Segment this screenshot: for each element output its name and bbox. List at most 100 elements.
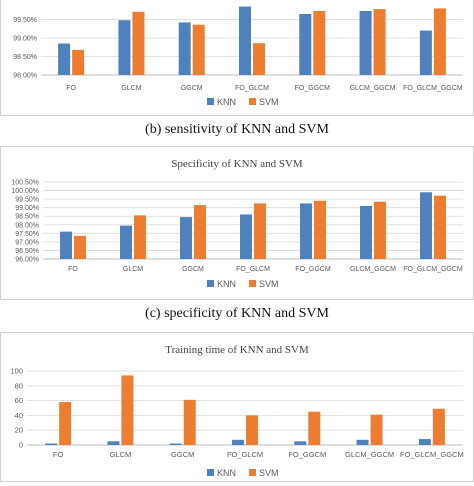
y-tick-label: 99.00%	[13, 36, 37, 43]
legend-swatch-knn	[207, 469, 214, 476]
legend-swatch-svm	[249, 280, 256, 287]
x-category-label: GLCM_GGCM	[350, 266, 396, 273]
y-tick-label: 97.50%	[15, 231, 39, 238]
bar-svm	[121, 375, 134, 445]
bar-svm	[246, 415, 258, 445]
chart-title: Specificity of KNN and SVM	[171, 158, 303, 170]
chart-specificity: Specificity of KNN and SVM 96.00% 96.50% 97…	[11, 158, 463, 289]
chart-training-time: Training time of KNN and SVM 0 20 40 60 80 100…	[10, 344, 464, 478]
legend-label-svm: SVM	[259, 279, 279, 289]
bar-knn	[107, 441, 120, 445]
caption-sensitivity: (b) sensitivity of KNN and SVM	[145, 122, 329, 137]
chart-panel-training-time: Training time of KNN and SVM 0 20 40 60 80 100…	[0, 332, 474, 482]
legend-label-svm: SVM	[259, 97, 279, 107]
bar-knn	[240, 214, 252, 259]
legend-swatch-knn	[207, 280, 214, 287]
bar-svm	[313, 10, 326, 76]
bar-knn	[300, 203, 312, 259]
y-tick-label: 100.00%	[11, 188, 39, 195]
bar-knn	[45, 443, 58, 445]
legend-swatch-svm	[249, 98, 256, 105]
y-tick-label: 98.00%	[15, 222, 39, 229]
bar-knn	[299, 13, 312, 75]
bar-knn	[169, 443, 182, 445]
bar-svm	[374, 201, 386, 259]
x-category-label: GGCM	[171, 450, 194, 459]
legend-label-knn: KNN	[217, 97, 236, 107]
x-category-label: FO_GLCM_GGCM	[403, 85, 463, 92]
caption-specificity: (c) specificity of KNN and SVM	[145, 306, 329, 321]
chart-title: Training time of KNN and SVM	[165, 344, 309, 356]
bar-knn	[60, 231, 72, 259]
bar-svm	[194, 205, 206, 259]
x-category-label: FO_GLCM_GGCM	[403, 266, 463, 273]
chart-sensitivity: 98.00% 98.50% 99.00% 99.50% FO GLCM GGCM FO_GLC…	[13, 6, 463, 107]
y-tick-label: 96.00%	[15, 257, 39, 264]
legend-swatch-knn	[207, 98, 214, 105]
x-category-label: GLCM_GGCM	[345, 450, 394, 459]
bar-svm	[132, 11, 145, 75]
y-tick-label: 99.50%	[15, 197, 39, 204]
chart-panel-specificity: Specificity of KNN and SVM 96.00% 96.50% 97…	[0, 146, 474, 300]
x-category-label: GLCM	[121, 85, 141, 92]
y-tick-label: 99.50%	[13, 17, 37, 24]
y-tick-label: 98.50%	[15, 214, 39, 221]
y-tick-label: 98.00%	[13, 73, 37, 80]
x-category-label: FO	[53, 450, 64, 459]
bar-svm	[432, 408, 445, 445]
y-tick-label: 40	[15, 411, 23, 420]
bar-knn	[178, 22, 191, 75]
y-tick-label: 96.50%	[15, 248, 39, 255]
bar-svm	[373, 9, 386, 75]
y-tick-label: 98.50%	[13, 54, 37, 61]
bar-svm	[308, 411, 321, 445]
bar-svm	[59, 402, 72, 445]
bar-knn	[239, 6, 251, 75]
bar-knn	[180, 217, 192, 259]
x-category-label: GLCM	[123, 266, 143, 273]
bar-svm	[192, 24, 205, 75]
bar-svm	[72, 49, 85, 75]
bar-svm	[134, 215, 146, 259]
bar-knn	[420, 192, 432, 259]
x-category-label: FO	[68, 266, 78, 273]
bar-knn	[232, 439, 244, 445]
x-category-label: GGCM	[182, 266, 204, 273]
x-category-label: FO_GLCM	[235, 85, 269, 92]
y-tick-label: 80	[15, 381, 23, 390]
bar-svm	[314, 200, 326, 259]
bar-knn	[118, 20, 131, 75]
bar-svm	[434, 195, 446, 259]
bar-svm	[74, 235, 86, 259]
bar-knn	[356, 439, 369, 445]
bar-svm	[433, 8, 446, 75]
legend-label-knn: KNN	[217, 468, 236, 478]
x-category-label: FO_GLCM	[236, 266, 270, 273]
x-category-label: FO_GGCM	[288, 450, 326, 459]
x-category-label: GGCM	[181, 85, 203, 92]
x-category-label: FO_GLCM	[227, 450, 263, 459]
x-category-label: FO_GGCM	[295, 266, 331, 273]
y-tick-label: 99.00%	[15, 205, 39, 212]
y-tick-label: 60	[15, 396, 23, 405]
y-tick-label: 100	[10, 367, 23, 376]
legend-label-knn: KNN	[217, 279, 236, 289]
x-category-label: FO_GGCM	[295, 85, 331, 92]
bar-knn	[419, 30, 432, 75]
x-category-label: GLCM	[110, 450, 132, 459]
bar-svm	[253, 43, 265, 75]
y-tick-label: 20	[15, 426, 23, 435]
bar-knn	[120, 225, 132, 259]
x-category-label: GLCM_GGCM	[350, 85, 396, 92]
x-category-label: FO	[66, 85, 76, 92]
y-tick-label: 100.50%	[11, 180, 39, 187]
bar-knn	[294, 441, 307, 445]
legend-swatch-svm	[249, 469, 256, 476]
bar-knn	[359, 10, 372, 76]
bar-svm	[254, 203, 266, 259]
legend-label-svm: SVM	[259, 468, 279, 478]
y-tick-label: 97.00%	[15, 239, 39, 246]
bar-svm	[183, 399, 196, 445]
x-category-label: FO_GLCM_GGCM	[400, 450, 464, 459]
chart-panel-sensitivity: 98.00% 98.50% 99.00% 99.50% FO GLCM GGCM FO_GLC…	[0, 0, 474, 116]
